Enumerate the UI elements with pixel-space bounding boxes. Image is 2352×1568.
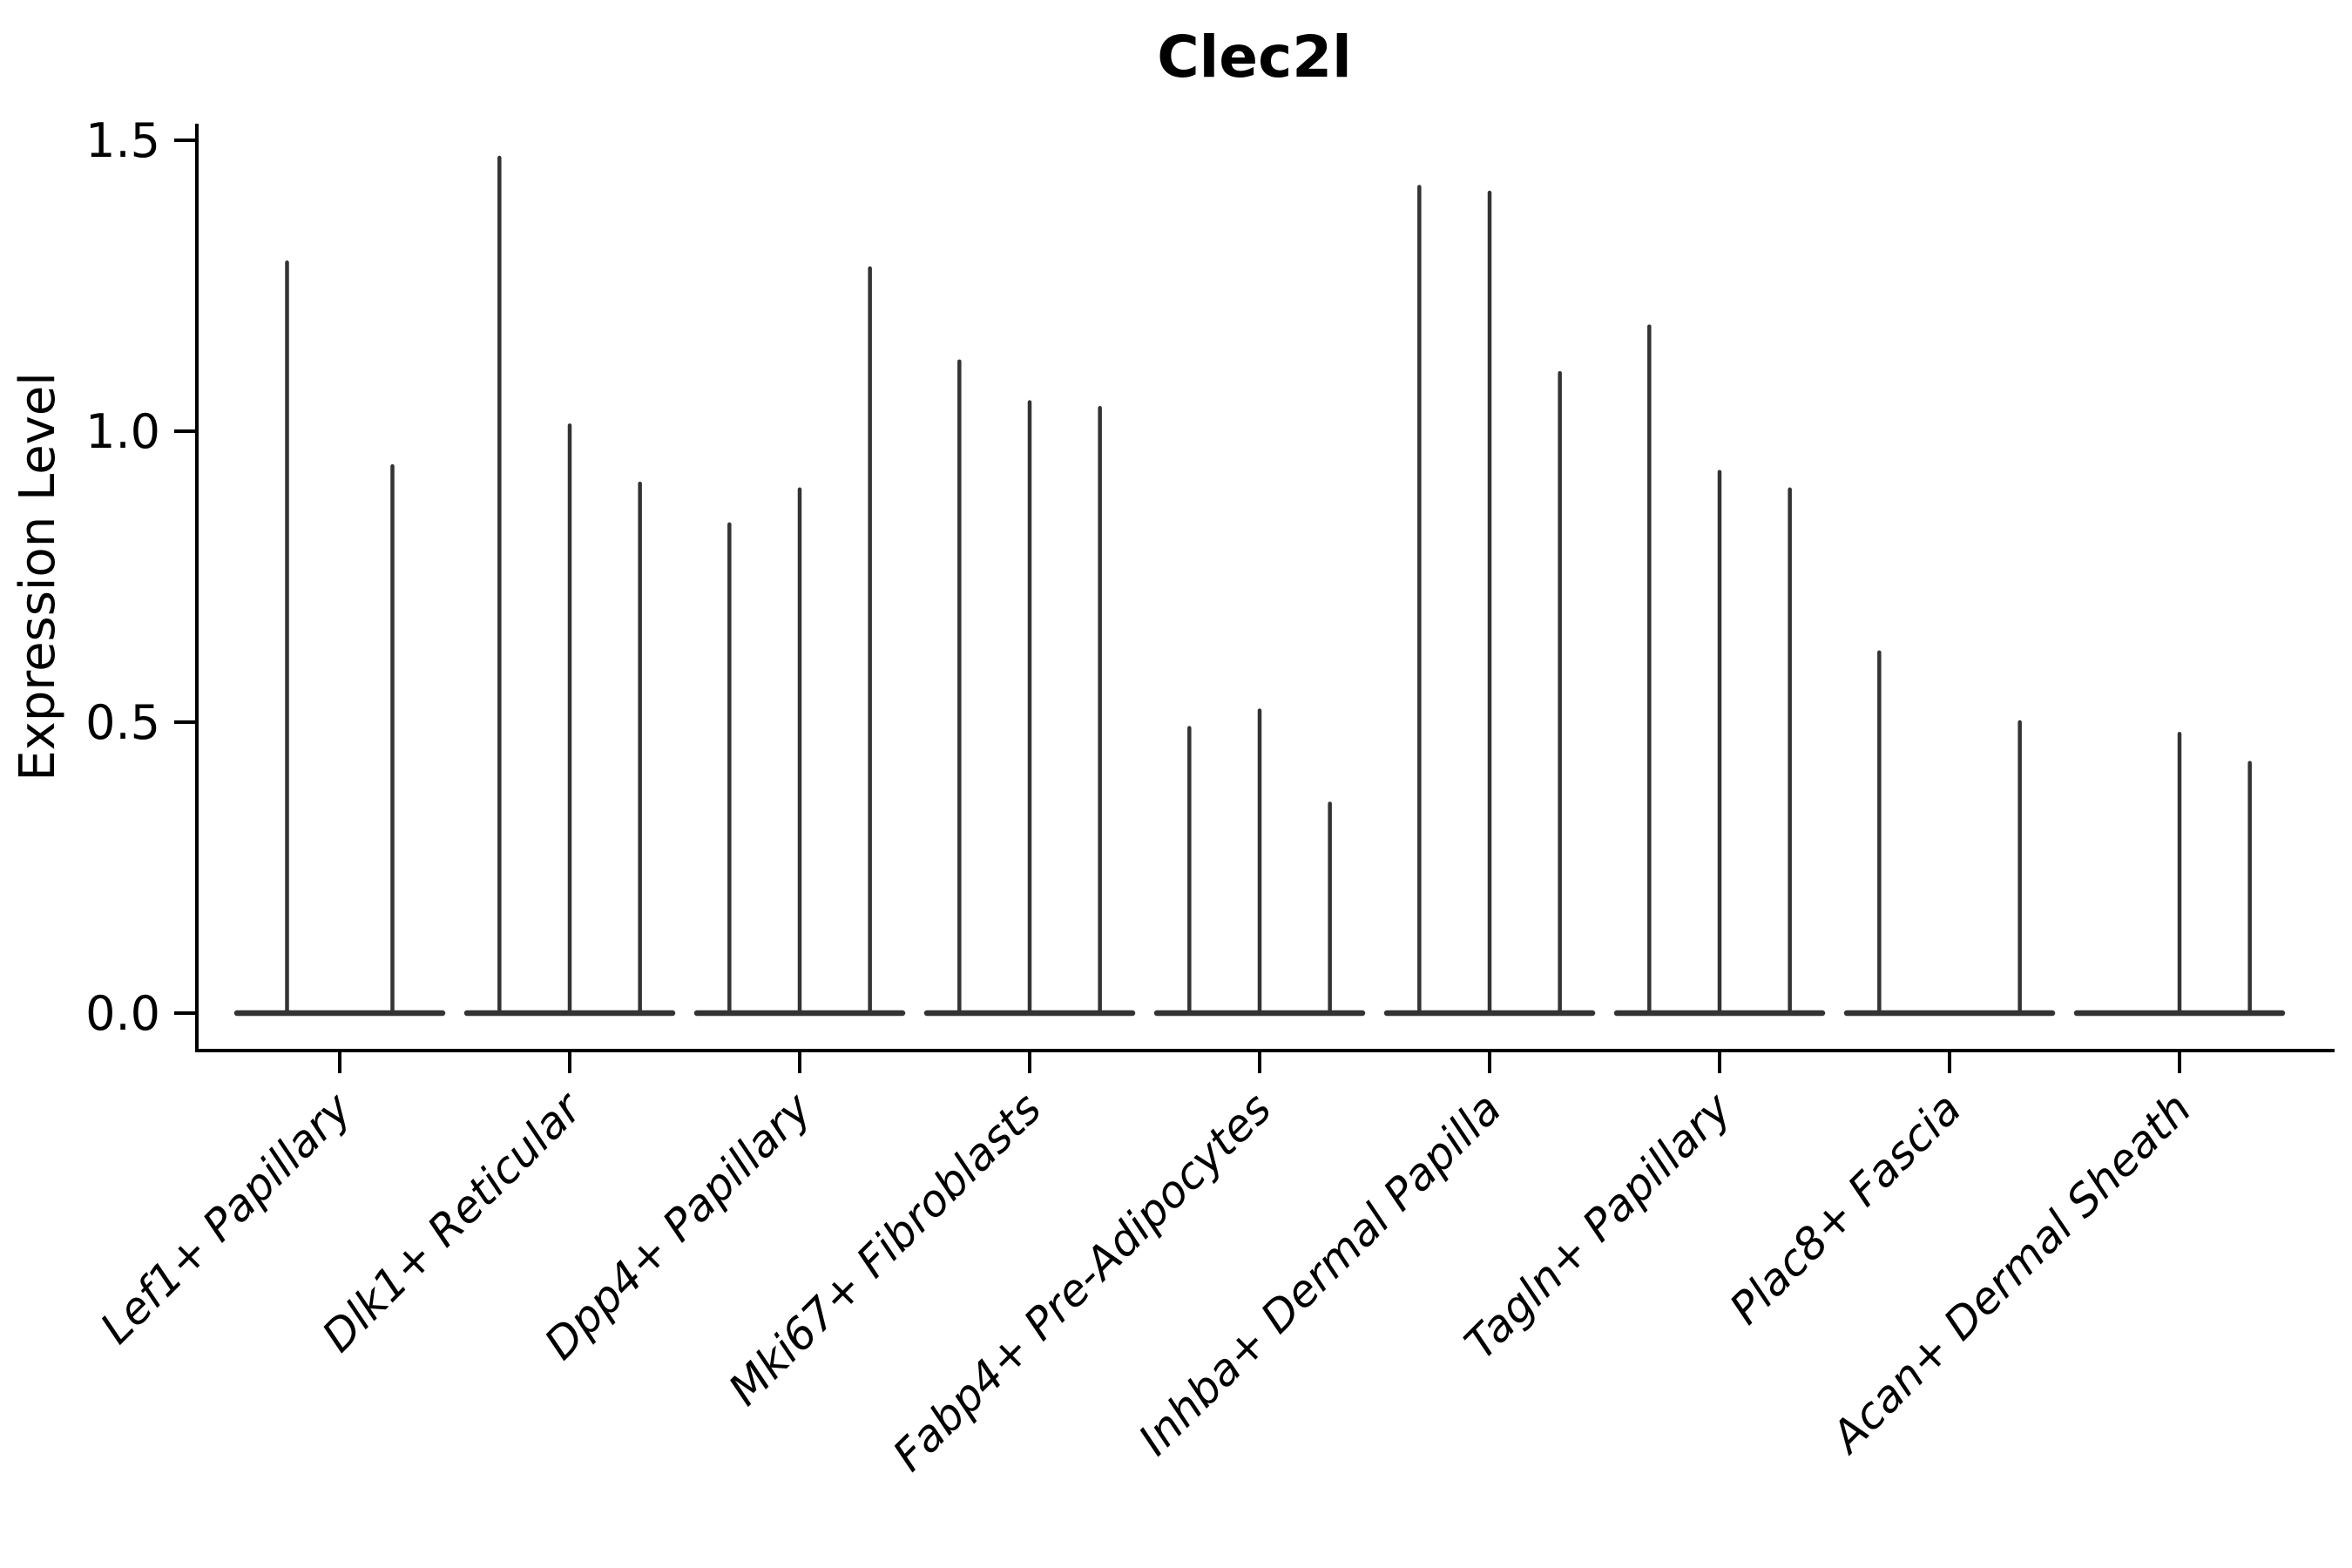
x-tick-label: Inhba+ Dermal Papilla (1129, 1083, 1511, 1464)
y-tick-label: 1.5 (85, 113, 160, 168)
x-tick-label: Fabp4+ Pre-Adipocytes (883, 1083, 1281, 1481)
y-tick-label: 1.0 (85, 404, 160, 459)
x-tick-label: Lef1+ Papillary (91, 1082, 362, 1353)
y-tick-label: 0.5 (85, 695, 160, 750)
y-axis-label: Expression Level (10, 372, 66, 781)
x-tick-label: Plac8+ Fascia (1720, 1083, 1971, 1334)
y-tick-label: 0.0 (85, 986, 160, 1041)
chart-title: Clec2l (1157, 24, 1352, 91)
